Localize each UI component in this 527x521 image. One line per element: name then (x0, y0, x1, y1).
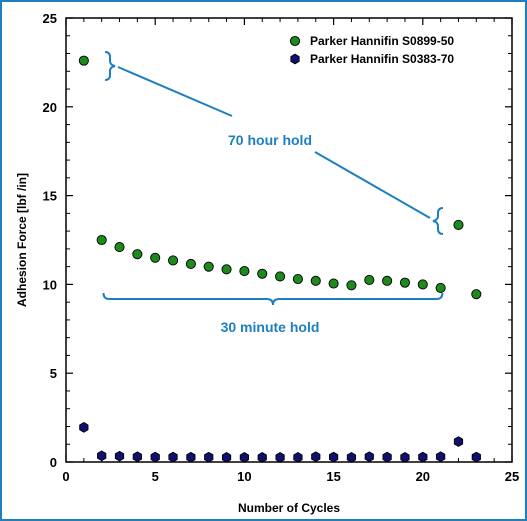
series-0-point (203, 261, 214, 272)
series-1-point (257, 452, 267, 463)
brace-left-upper (104, 51, 116, 81)
y-tick-label: 5 (50, 366, 57, 381)
x-tick-label: 0 (62, 469, 69, 484)
y-tick-label: 10 (43, 277, 57, 292)
series-1-point (204, 451, 214, 463)
legend-marker-1 (290, 53, 300, 65)
legend: Parker Hannifin S0899-50 Parker Hannifin … (289, 34, 454, 66)
series-0-point (132, 249, 143, 260)
series-0-point (275, 271, 286, 282)
brace-horizontal (102, 292, 444, 306)
series-1-point (168, 451, 178, 463)
leader-line-upper (117, 66, 233, 117)
series-0-point (239, 266, 250, 277)
series-1-point (239, 452, 250, 463)
series-0-point (292, 274, 303, 285)
series-0-point (435, 282, 446, 294)
y-axis-label: Adhesion Force [lbf /in] (15, 173, 29, 307)
plot-axes (65, 17, 513, 463)
series-0-point (346, 280, 357, 291)
y-tick-label: 0 (50, 455, 57, 470)
x-axis-label: Number of Cycles (238, 501, 340, 515)
series-0-point (399, 277, 411, 288)
series-0-point (417, 279, 428, 290)
x-tick-label: 5 (152, 469, 159, 484)
x-tick-label: 10 (237, 469, 251, 484)
series-1-point (186, 451, 196, 463)
y-tick-label: 20 (43, 100, 57, 115)
series-1-point (114, 450, 125, 462)
series-1-point (275, 452, 285, 463)
axis-ticks: 0 5 10 15 20 25 0 5 10 15 20 25 (43, 11, 520, 484)
x-tick-label: 15 (326, 469, 340, 484)
series-1-point (150, 451, 160, 463)
series-1-point (418, 451, 428, 463)
series-0-point (471, 289, 482, 300)
series-1-point (364, 451, 374, 462)
series-1-point (97, 450, 107, 462)
series-0-point (310, 275, 321, 286)
legend-label-1: Parker Hannifin S0383-70 (310, 52, 454, 66)
annotation-70-hour-hold: 70 hour hold (228, 132, 312, 148)
series-0-point (382, 275, 393, 286)
series-1-point (132, 451, 142, 462)
legend-marker-0 (289, 35, 301, 47)
series-0-point (257, 268, 268, 279)
y-tick-label: 25 (43, 11, 57, 26)
plot-area-border (65, 17, 513, 463)
series-1-point (436, 451, 446, 462)
series-1-point (471, 451, 481, 463)
legend-label-0: Parker Hannifin S0899-50 (310, 34, 454, 48)
annotations: 70 hour hold 30 minute hold (102, 51, 444, 335)
series-0-point (96, 234, 107, 246)
series-1-point (328, 451, 339, 463)
series-0-point (150, 252, 161, 263)
series-1-point (382, 451, 392, 463)
series-1-point (79, 422, 89, 433)
series-1-point (453, 436, 464, 447)
leader-line-lower (314, 151, 431, 219)
series-0-point (167, 255, 179, 266)
series-0-point (364, 274, 375, 286)
annotation-30-minute-hold: 30 minute hold (221, 319, 320, 335)
series-0-point (185, 258, 196, 270)
series-0-point (114, 242, 125, 253)
series-0-point (78, 55, 89, 66)
series-1-point (400, 452, 410, 463)
series-1-point (346, 452, 357, 463)
y-tick-label: 15 (43, 189, 57, 204)
series-0-point (221, 264, 232, 275)
series-0-point (453, 219, 464, 230)
x-tick-label: 25 (505, 469, 519, 484)
data-marks (78, 55, 482, 463)
series-1-point (293, 452, 303, 463)
x-tick-label: 20 (416, 469, 430, 484)
brace-right-lower (432, 207, 444, 235)
series-0-point (328, 278, 339, 289)
series-1-point (221, 452, 232, 463)
series-1-point (311, 451, 321, 462)
